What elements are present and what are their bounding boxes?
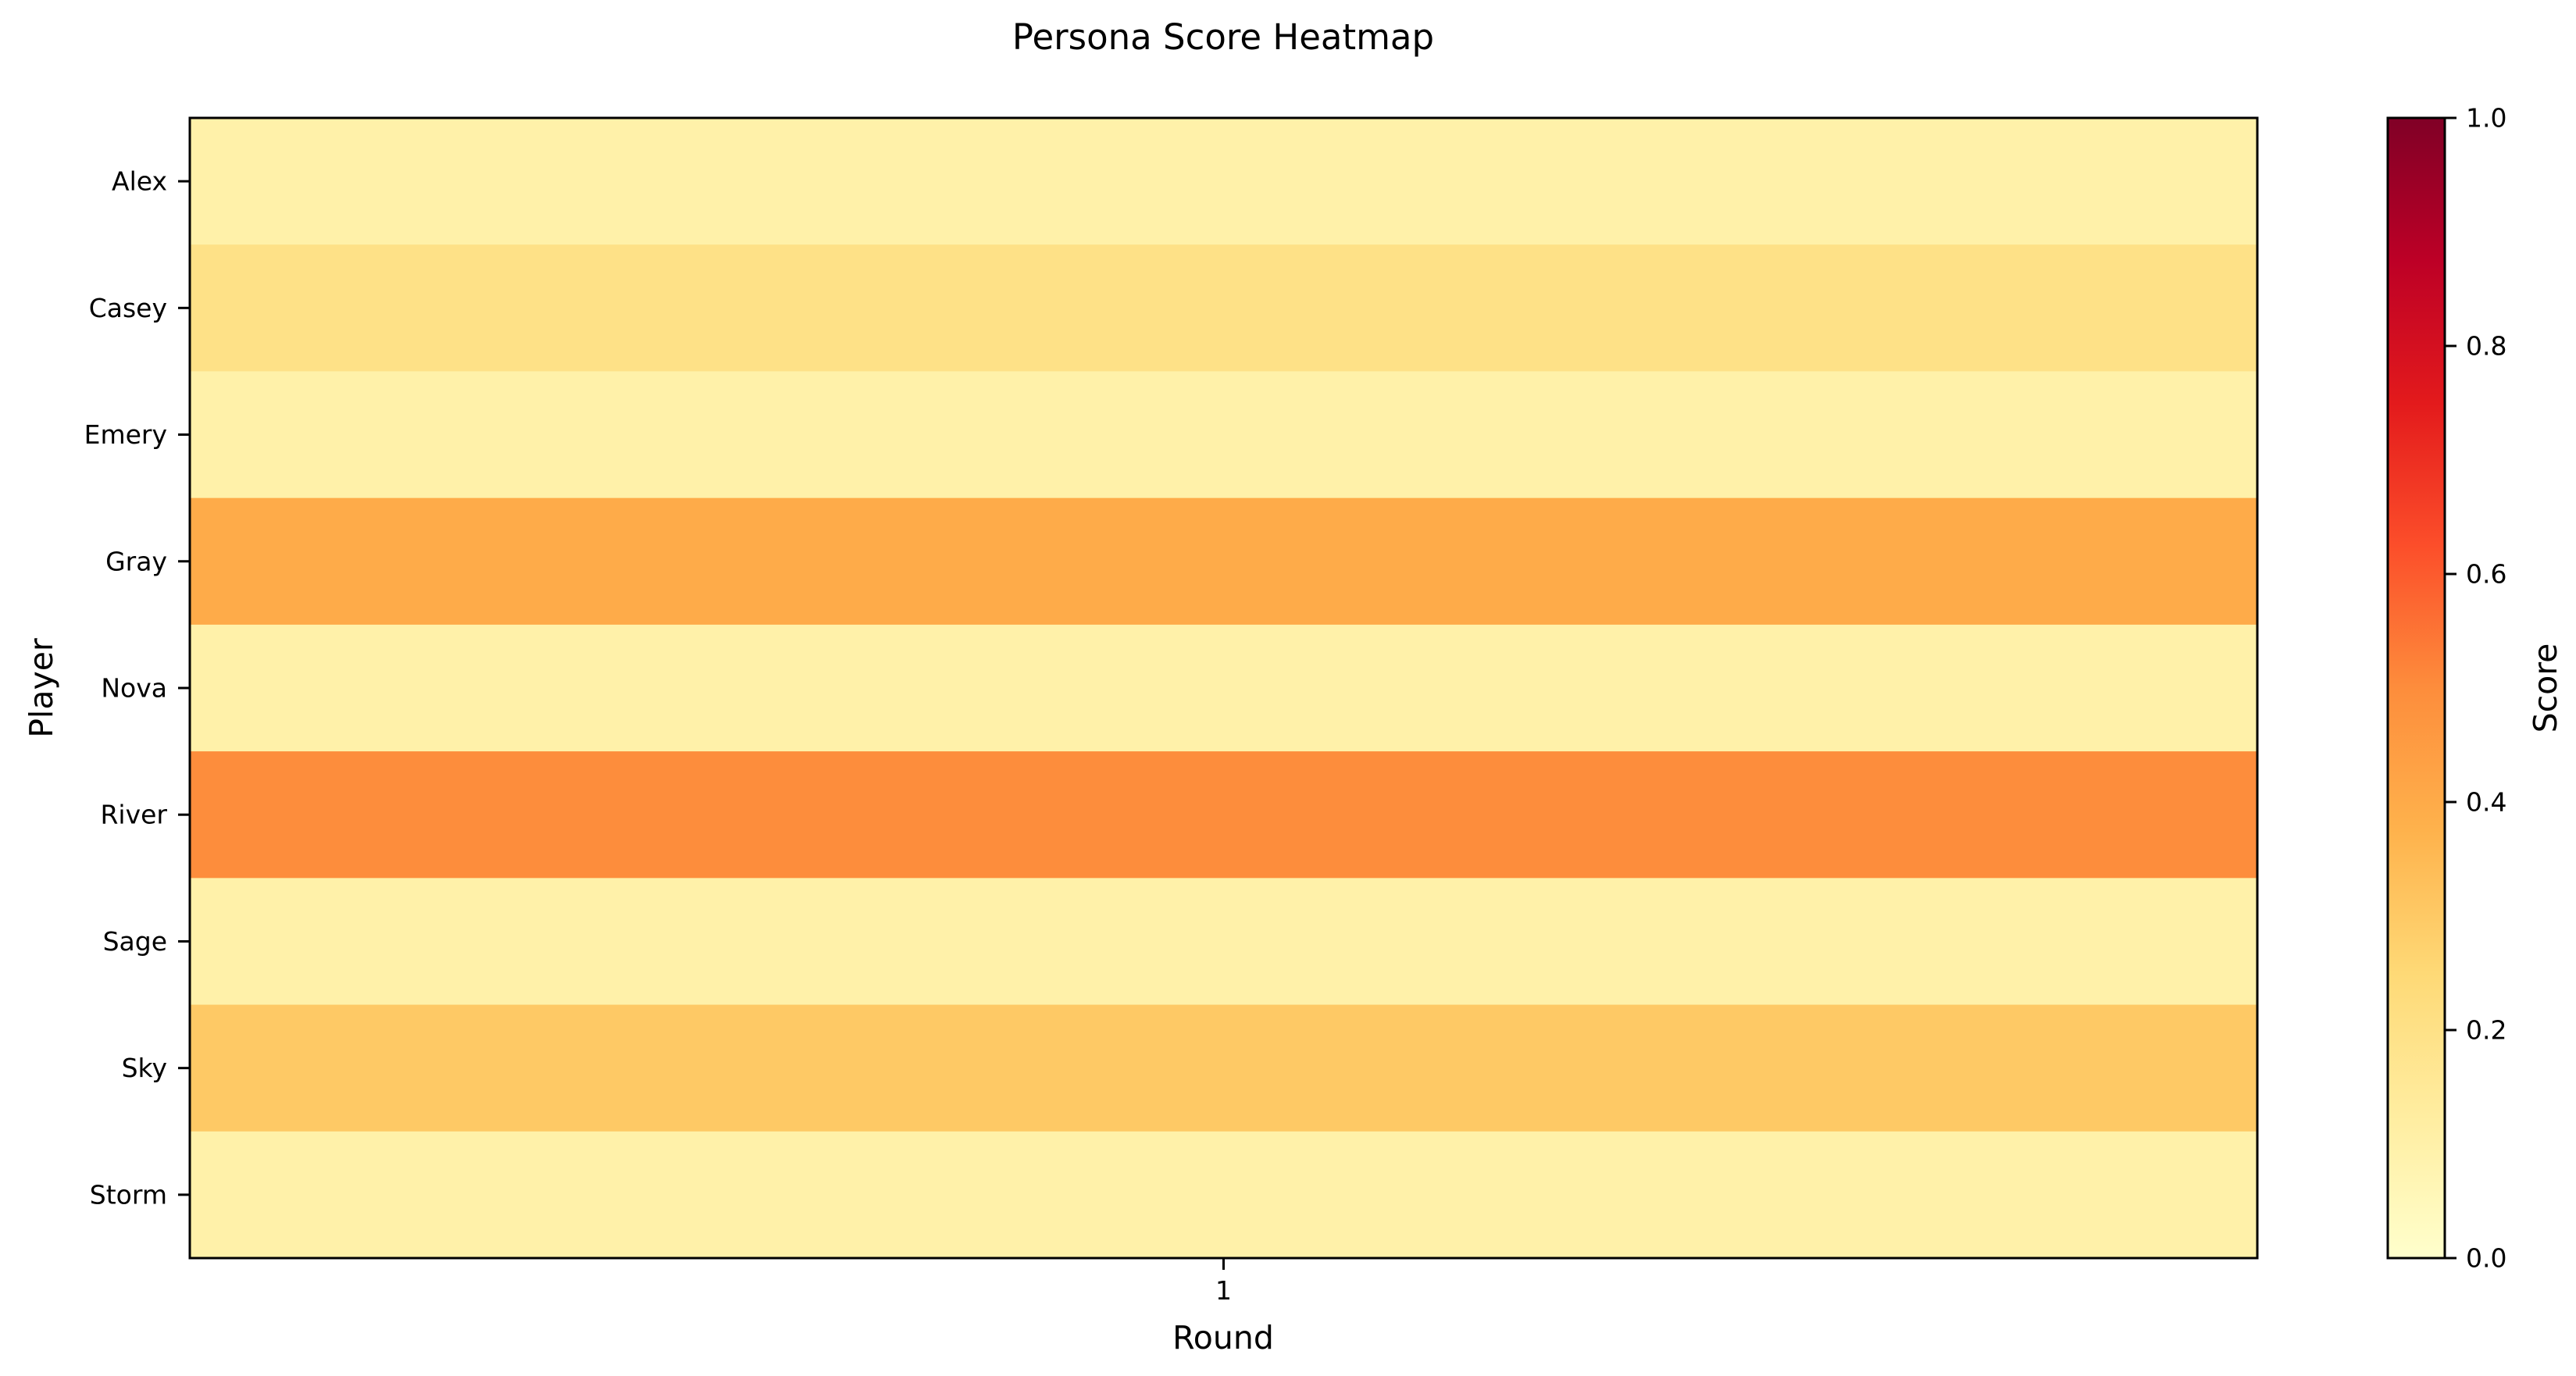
y-tick-label: Gray <box>105 546 167 576</box>
heatmap-cell <box>190 118 2258 245</box>
y-tick-label: Storm <box>90 1179 167 1210</box>
colorbar-label: Score <box>2527 643 2564 733</box>
heatmap-cell <box>190 1004 2258 1132</box>
x-axis-ticks: 1 <box>1215 1258 1232 1306</box>
y-tick-label: River <box>101 800 168 830</box>
heatmap-cell <box>190 371 2258 499</box>
colorbar-tick-label: 0.4 <box>2466 787 2506 818</box>
y-tick-label: Nova <box>101 673 167 704</box>
colorbar-tick-label: 0.8 <box>2466 331 2506 362</box>
y-tick-label: Casey <box>89 293 167 323</box>
heatmap-cell <box>190 497 2258 626</box>
colorbar-tick-label: 0.2 <box>2466 1015 2506 1046</box>
y-tick-label: Alex <box>112 166 167 197</box>
heatmap-cell <box>190 878 2258 1006</box>
colorbar <box>2386 116 2446 1260</box>
colorbar-ticks: 0.0 0.2 0.4 0.6 0.8 1.0 <box>2445 103 2506 1274</box>
x-axis-label: Round <box>1172 1319 1274 1356</box>
x-tick-label: 1 <box>1215 1275 1232 1306</box>
y-tick-label: Sky <box>122 1053 167 1083</box>
heatmap-cell <box>190 624 2258 752</box>
colorbar-tick-label: 1.0 <box>2466 103 2506 134</box>
heatmap-cell <box>190 751 2258 879</box>
y-tick-label: Sage <box>103 926 167 957</box>
heatmap-cell <box>190 244 2258 372</box>
y-axis-label: Player <box>23 638 60 738</box>
colorbar-tick-label: 0.0 <box>2466 1243 2506 1274</box>
chart-title: Persona Score Heatmap <box>1012 16 1434 58</box>
heatmap-cells <box>190 118 2258 1259</box>
heatmap-cell <box>190 1131 2258 1259</box>
y-axis-ticks: Alex Casey Emery Gray Nova River Sage Sky Storm <box>84 166 190 1210</box>
colorbar-tick-label: 0.6 <box>2466 559 2506 590</box>
y-tick-label: Emery <box>84 419 167 450</box>
